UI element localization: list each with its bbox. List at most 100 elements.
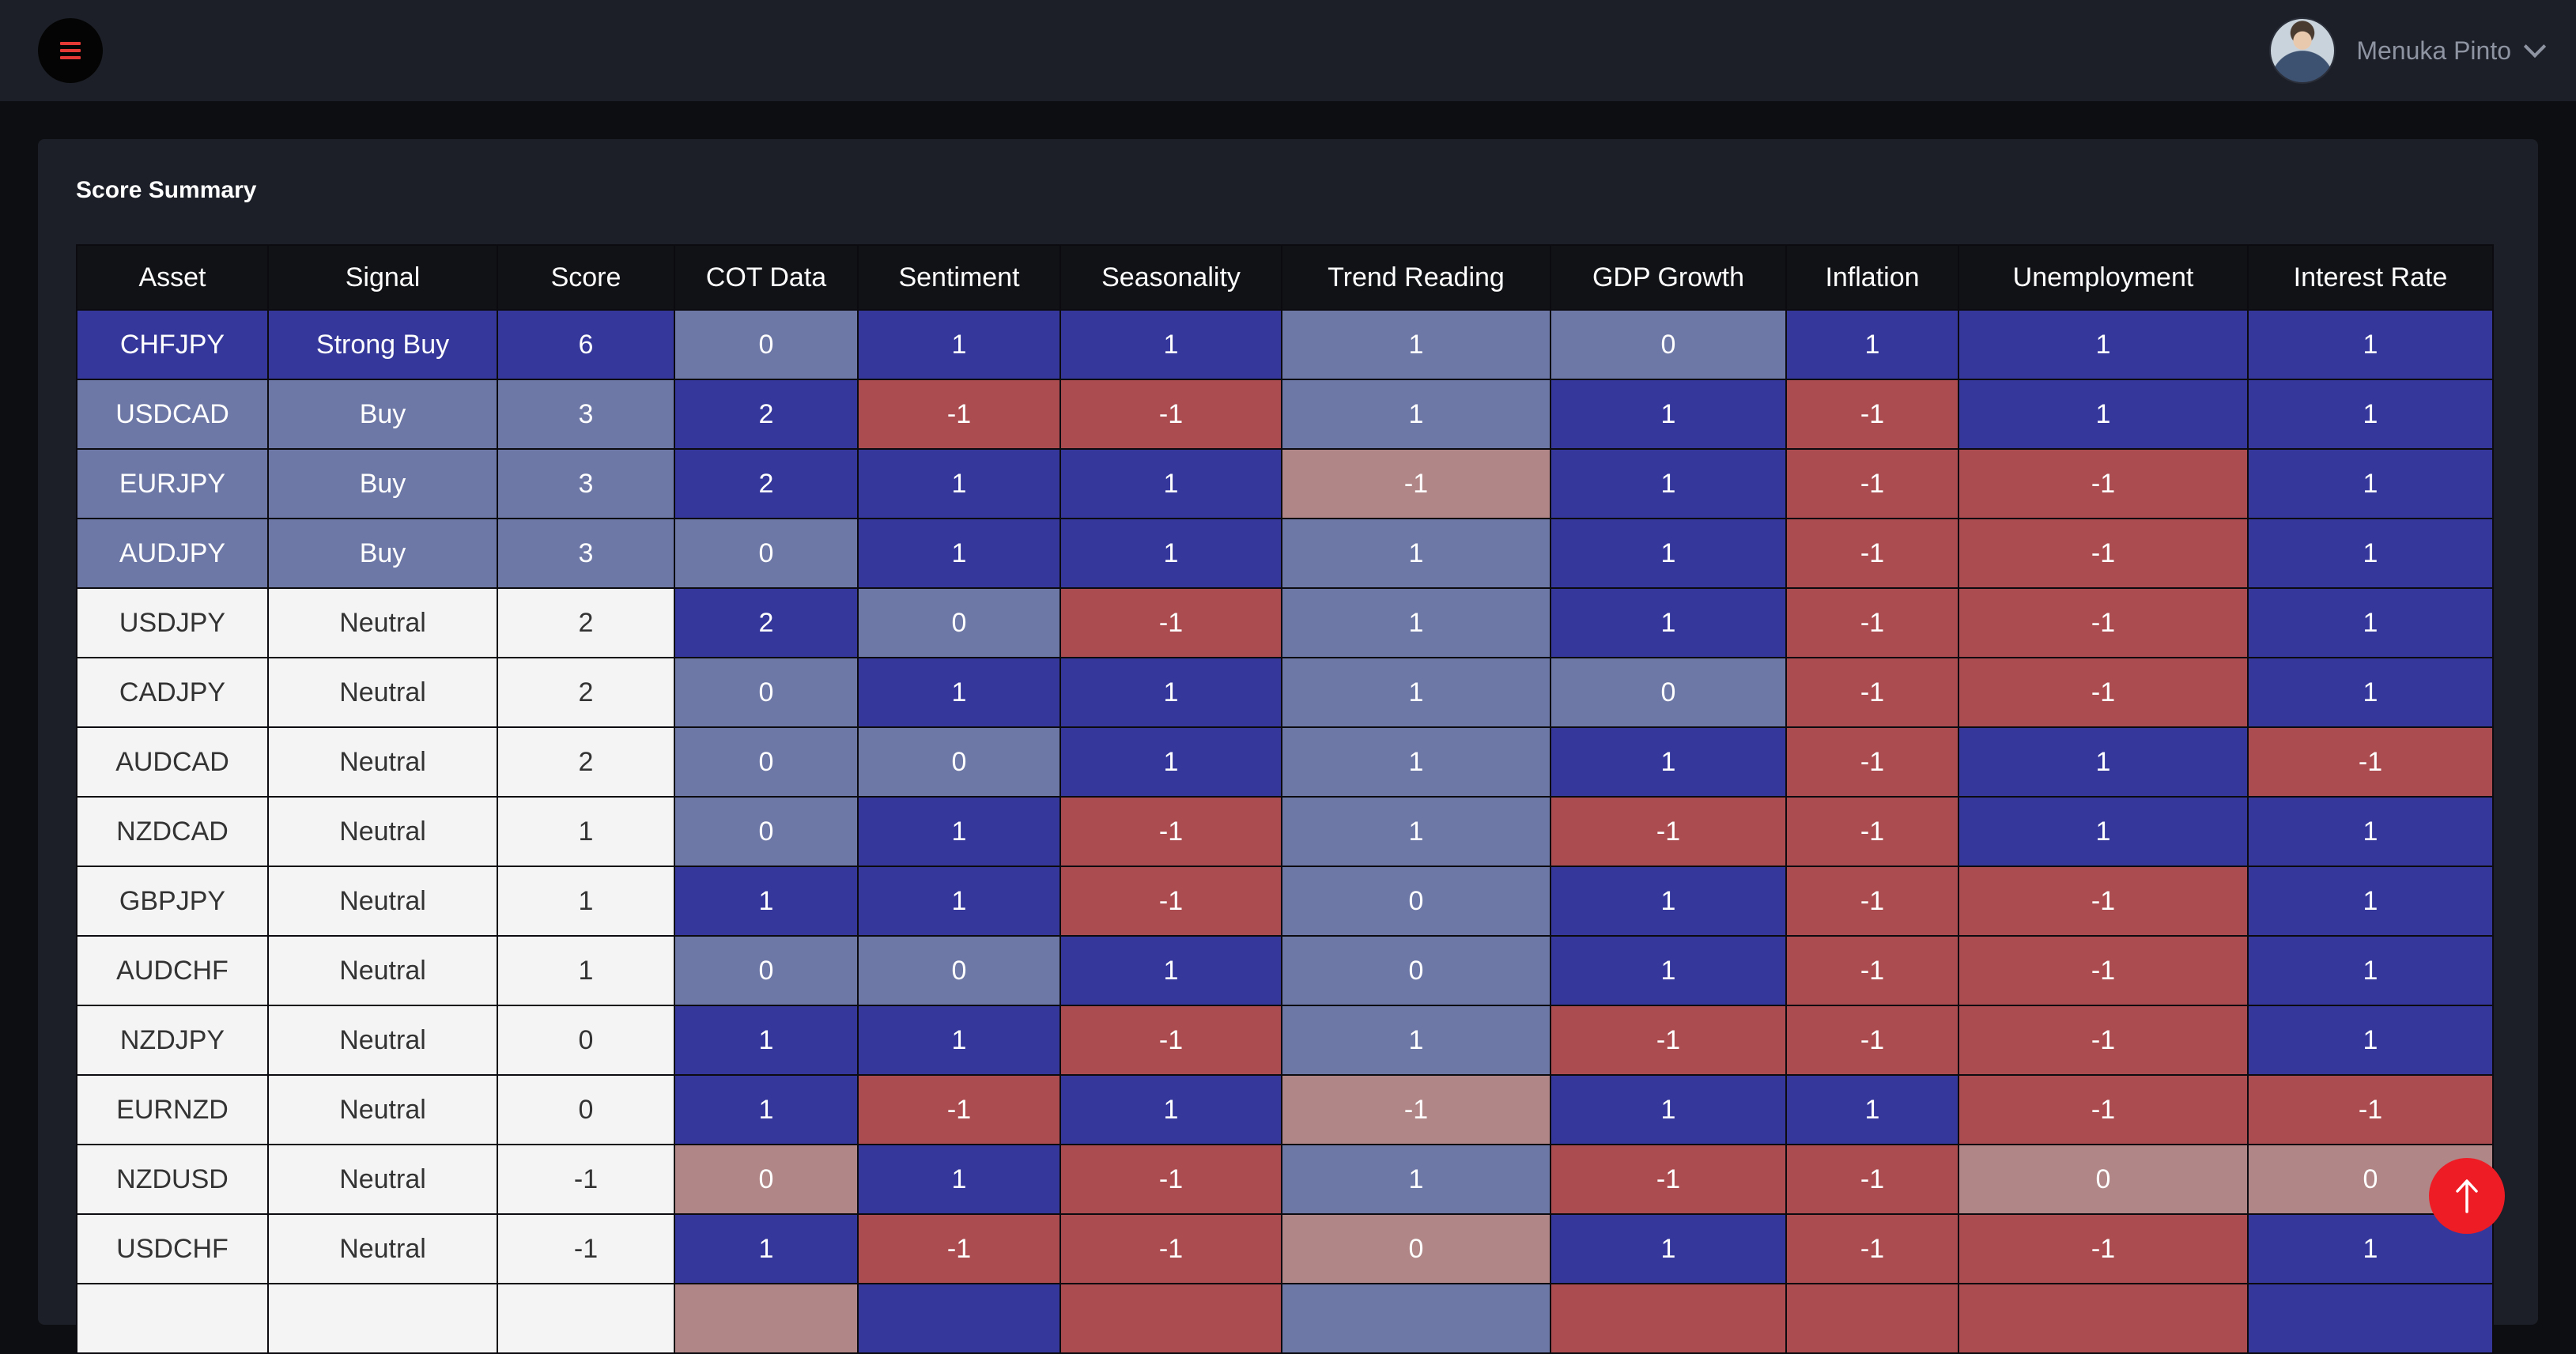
table-cell: -1 [1281, 1074, 1551, 1145]
table-cell: 1 [1281, 796, 1551, 867]
score-summary-table: Asset Signal Score COT Data Sentiment Seasona… [76, 244, 2494, 1354]
table-cell: 1 [2247, 518, 2494, 589]
table-cell: EURJPY [76, 448, 269, 519]
card-title: Score Summary [76, 177, 257, 203]
table-cell: 1 [1281, 657, 1551, 728]
table-cell: 1 [1281, 726, 1551, 798]
table-cell: 1 [857, 448, 1061, 519]
table-cell: NZDJPY [76, 1005, 269, 1076]
table-cell: 1 [1059, 1074, 1282, 1145]
table-row: CADJPY Neutral 2 0 1 1 1 0 -1 -1 1 [76, 657, 2494, 728]
table-cell [76, 1283, 269, 1354]
table-row: NZDJPY Neutral 0 1 1 -1 1 -1 -1 -1 1 [76, 1005, 2494, 1076]
table-cell: -1 [1785, 726, 1959, 798]
table-cell: 1 [1281, 1005, 1551, 1076]
table-cell: 1 [857, 657, 1061, 728]
table-cell: 0 [674, 796, 859, 867]
table-cell [1281, 1283, 1551, 1354]
table-cell: 1 [1785, 1074, 1959, 1145]
table-cell: EURNZD [76, 1074, 269, 1145]
table-cell: -1 [857, 379, 1061, 450]
table-cell: 1 [2247, 309, 2494, 380]
table-cell: -1 [857, 1074, 1061, 1145]
column-header: Signal [267, 244, 498, 311]
table-cell: 1 [1550, 448, 1787, 519]
table-cell: 1 [2247, 587, 2494, 658]
table-cell: 0 [1281, 1213, 1551, 1284]
table-cell: -1 [1958, 1074, 2249, 1145]
table-cell: -1 [497, 1144, 675, 1215]
table-row: AUDCHF Neutral 1 0 0 1 0 1 -1 -1 1 [76, 935, 2494, 1006]
table-cell: -1 [2247, 1074, 2494, 1145]
table-row: EURJPY Buy 3 2 1 1 -1 1 -1 -1 1 [76, 448, 2494, 519]
table-cell: 1 [497, 935, 675, 1006]
table-cell: -1 [1550, 1005, 1787, 1076]
table-cell: 1 [1785, 309, 1959, 380]
table-cell: 0 [497, 1005, 675, 1076]
table-cell: 6 [497, 309, 675, 380]
table-cell: Buy [267, 448, 498, 519]
table-cell: Neutral [267, 726, 498, 798]
table-cell: -1 [1785, 448, 1959, 519]
column-header: Trend Reading [1281, 244, 1551, 311]
table-cell: Buy [267, 518, 498, 589]
table-cell: 1 [674, 1005, 859, 1076]
table-cell: -1 [1059, 379, 1282, 450]
scroll-to-top-button[interactable] [2429, 1158, 2505, 1234]
table-cell: -1 [1958, 1005, 2249, 1076]
table-cell: 1 [2247, 1005, 2494, 1076]
table-row: EURNZD Neutral 0 1 -1 1 -1 1 1 -1 -1 [76, 1074, 2494, 1145]
table-cell: -1 [1785, 866, 1959, 937]
table-cell: 1 [2247, 866, 2494, 937]
table-cell: 1 [1281, 309, 1551, 380]
table-row: GBPJPY Neutral 1 1 1 -1 0 1 -1 -1 1 [76, 866, 2494, 937]
hamburger-menu-button[interactable] [38, 18, 103, 83]
table-cell [1785, 1283, 1959, 1354]
table-cell: NZDCAD [76, 796, 269, 867]
avatar [2269, 17, 2336, 84]
table-cell: 3 [497, 448, 675, 519]
table-cell: 0 [674, 657, 859, 728]
arrow-up-icon [2456, 1179, 2478, 1213]
table-cell: 1 [1281, 1144, 1551, 1215]
table-cell: 0 [1550, 309, 1787, 380]
table-cell: -1 [1958, 448, 2249, 519]
table-cell: -1 [1550, 796, 1787, 867]
table-cell: 1 [1281, 587, 1551, 658]
table-cell: AUDCHF [76, 935, 269, 1006]
column-header: Seasonality [1059, 244, 1282, 311]
table-cell: 1 [857, 518, 1061, 589]
column-header: Interest Rate [2247, 244, 2494, 311]
table-cell: -1 [1550, 1144, 1787, 1215]
table-cell: 1 [1059, 726, 1282, 798]
table-cell: Neutral [267, 866, 498, 937]
table-cell: 1 [1059, 309, 1282, 380]
column-header: GDP Growth [1550, 244, 1787, 311]
table-cell: 0 [674, 1144, 859, 1215]
table-cell: -1 [1785, 935, 1959, 1006]
table-cell: 2 [674, 587, 859, 658]
table-cell: 1 [674, 1074, 859, 1145]
table-cell: 1 [2247, 448, 2494, 519]
table-cell: -1 [2247, 726, 2494, 798]
table-cell: 1 [1059, 448, 1282, 519]
table-cell: CADJPY [76, 657, 269, 728]
table-cell: 0 [1550, 657, 1787, 728]
table-cell: 1 [857, 796, 1061, 867]
column-header: Unemployment [1958, 244, 2249, 311]
table-cell: GBPJPY [76, 866, 269, 937]
table-cell: 3 [497, 379, 675, 450]
table-cell: CHFJPY [76, 309, 269, 380]
table-cell: -1 [1785, 518, 1959, 589]
table-cell: 2 [674, 448, 859, 519]
table-cell: 1 [1550, 866, 1787, 937]
table-cell [1958, 1283, 2249, 1354]
table-cell [857, 1283, 1061, 1354]
table-cell: 2 [497, 587, 675, 658]
user-menu[interactable]: Menuka Pinto [2269, 17, 2547, 84]
table-cell: 1 [674, 866, 859, 937]
table-cell: -1 [1059, 587, 1282, 658]
table-cell: 0 [674, 935, 859, 1006]
table-cell: -1 [1785, 587, 1959, 658]
table-cell: USDCHF [76, 1213, 269, 1284]
